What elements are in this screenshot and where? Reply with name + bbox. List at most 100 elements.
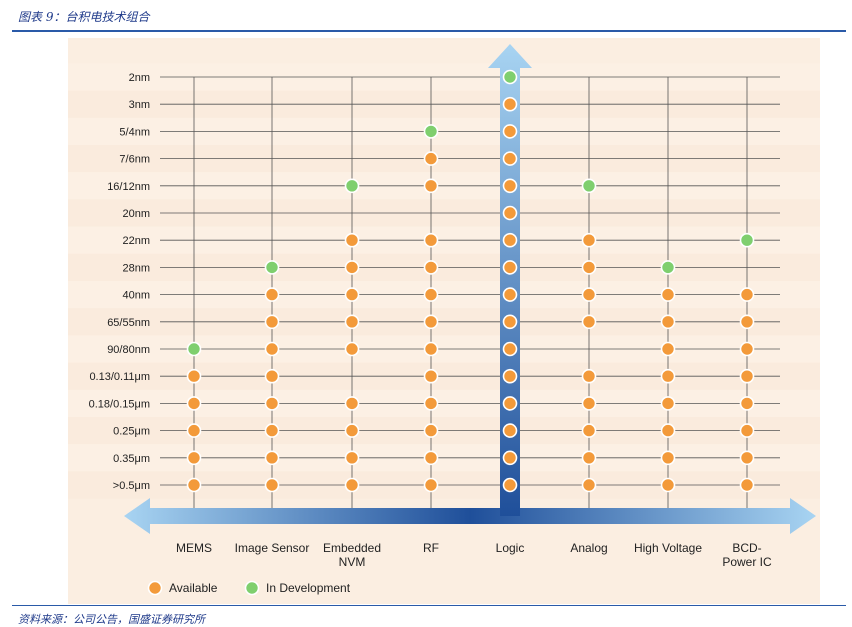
point-available: [344, 260, 360, 275]
y-tick-label: >0.5μm: [113, 480, 150, 492]
y-tick-label: 7/6nm: [119, 154, 150, 166]
point-available: [264, 341, 280, 357]
x-tick-label: Logic: [496, 541, 525, 555]
point-available: [502, 423, 518, 438]
point-available: [581, 260, 597, 275]
y-tick-label: 3nm: [129, 99, 150, 111]
y-tick-label: 22nm: [122, 235, 150, 247]
point-available: [344, 396, 360, 411]
y-tick-label: 0.35μm: [113, 453, 150, 465]
point-available: [344, 314, 360, 330]
source-note: 资料来源：公司公告，国盛证券研究所: [18, 613, 205, 626]
bottom-rule: [12, 605, 846, 606]
point-available: [423, 450, 439, 466]
y-tick-label: 2nm: [129, 72, 150, 84]
point-available: [344, 232, 360, 248]
point-available: [186, 368, 202, 384]
x-tick-label: High Voltage: [634, 541, 702, 555]
point-available: [423, 423, 439, 438]
point-available: [581, 450, 597, 466]
point-in-development: [502, 69, 518, 85]
point-in-development: [423, 124, 439, 139]
logic-axis-arrow: [488, 44, 532, 516]
x-tick-label: Embedded: [323, 541, 381, 555]
x-tick-label: NVM: [339, 555, 366, 569]
point-available: [344, 341, 360, 357]
point-available: [502, 260, 518, 275]
point-available: [581, 232, 597, 248]
y-tick-label: 0.18/0.15μm: [89, 398, 150, 410]
y-tick-label: 5/4nm: [119, 126, 150, 138]
point-available: [502, 205, 518, 221]
point-available: [264, 423, 280, 438]
point-available: [264, 368, 280, 384]
point-available: [581, 477, 597, 493]
y-tick-label: 28nm: [122, 262, 150, 274]
x-tick-label: Power IC: [722, 555, 772, 569]
point-available: [186, 423, 202, 438]
point-in-development: [739, 232, 755, 248]
point-available: [423, 232, 439, 248]
point-available: [502, 450, 518, 466]
x-tick-label: RF: [423, 541, 439, 555]
top-rule: [12, 30, 846, 32]
y-tick-label: 16/12nm: [107, 181, 150, 193]
point-available: [502, 232, 518, 248]
point-available: [739, 314, 755, 330]
point-available: [739, 341, 755, 357]
point-available: [660, 477, 676, 493]
point-available: [502, 341, 518, 357]
point-available: [739, 423, 755, 438]
point-available: [739, 396, 755, 411]
point-available: [660, 423, 676, 438]
point-available: [739, 477, 755, 493]
point-available: [423, 178, 439, 194]
point-available: [502, 368, 518, 384]
y-tick-label: 65/55nm: [107, 317, 150, 329]
x-tick-label: Image Sensor: [235, 541, 310, 555]
point-available: [581, 314, 597, 330]
point-available: [186, 450, 202, 466]
point-available: [423, 396, 439, 411]
point-available: [186, 477, 202, 493]
point-available: [502, 477, 518, 493]
point-available: [660, 450, 676, 466]
legend-marker-available: [147, 580, 163, 596]
point-available: [739, 368, 755, 384]
figure-title: 图表 9：台积电技术组合: [18, 10, 150, 24]
point-available: [423, 341, 439, 357]
point-available: [344, 423, 360, 438]
point-available: [264, 314, 280, 330]
point-available: [423, 477, 439, 493]
point-available: [264, 450, 280, 466]
y-tick-label: 20nm: [122, 208, 150, 220]
point-available: [660, 368, 676, 384]
x-tick-label: BCD-: [732, 541, 761, 555]
point-available: [423, 151, 439, 166]
point-available: [423, 287, 439, 302]
point-in-development: [581, 178, 597, 194]
y-tick-label: 90/80nm: [107, 344, 150, 356]
point-available: [344, 450, 360, 466]
point-in-development: [660, 260, 676, 275]
point-available: [344, 477, 360, 493]
x-tick-label: Analog: [570, 541, 607, 555]
y-tick-label: 0.13/0.11μm: [89, 371, 150, 383]
legend-label-available: Available: [169, 581, 218, 595]
point-in-development: [344, 178, 360, 194]
point-available: [502, 396, 518, 411]
point-available: [502, 124, 518, 139]
point-available: [660, 287, 676, 302]
y-tick-label: 40nm: [122, 290, 150, 302]
point-available: [186, 396, 202, 411]
point-available: [581, 423, 597, 438]
point-available: [502, 287, 518, 302]
legend-marker-in-development: [244, 580, 260, 596]
point-available: [660, 341, 676, 357]
point-available: [502, 151, 518, 166]
x-tick-label: MEMS: [176, 541, 212, 555]
point-available: [581, 396, 597, 411]
point-available: [344, 287, 360, 302]
point-available: [502, 314, 518, 330]
